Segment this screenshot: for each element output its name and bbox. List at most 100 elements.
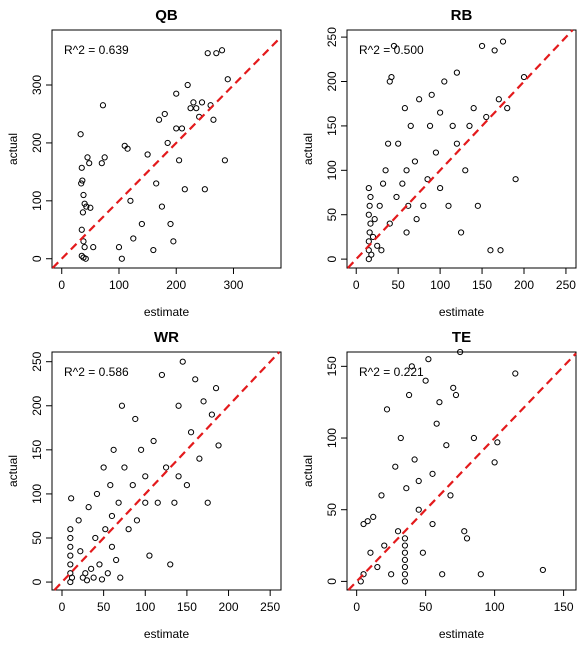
x-tick-label: 150 bbox=[554, 600, 574, 614]
y-tick-label: 50 bbox=[30, 531, 44, 545]
point bbox=[130, 235, 137, 242]
point bbox=[107, 482, 114, 489]
point bbox=[187, 429, 195, 436]
point bbox=[158, 371, 166, 379]
point bbox=[462, 167, 469, 174]
point bbox=[100, 464, 107, 471]
point bbox=[470, 434, 478, 442]
point bbox=[403, 167, 410, 174]
point bbox=[403, 229, 410, 236]
point bbox=[167, 220, 174, 228]
point bbox=[386, 220, 393, 227]
point bbox=[181, 186, 188, 193]
panel-title: TE bbox=[452, 329, 471, 346]
point bbox=[367, 549, 374, 556]
y-tick-label: 250 bbox=[30, 351, 44, 371]
point bbox=[394, 528, 402, 535]
point bbox=[376, 202, 383, 209]
point bbox=[150, 437, 157, 445]
point bbox=[491, 459, 498, 466]
point bbox=[379, 180, 387, 187]
point bbox=[215, 442, 222, 449]
point bbox=[212, 385, 220, 392]
y-tick-label: 300 bbox=[30, 75, 44, 95]
point bbox=[175, 473, 182, 480]
x-tick-label: 0 bbox=[59, 600, 66, 614]
point bbox=[401, 563, 409, 571]
identity-line bbox=[347, 352, 577, 591]
point bbox=[449, 122, 456, 130]
point bbox=[124, 145, 131, 152]
point bbox=[80, 238, 87, 245]
point bbox=[461, 528, 468, 535]
point bbox=[424, 176, 431, 183]
point bbox=[198, 99, 206, 106]
point bbox=[93, 490, 101, 498]
point bbox=[178, 125, 186, 132]
point bbox=[99, 102, 107, 109]
point bbox=[504, 105, 511, 112]
point bbox=[173, 90, 180, 97]
point bbox=[365, 238, 372, 245]
point bbox=[67, 526, 74, 533]
point bbox=[144, 151, 151, 158]
point bbox=[463, 535, 471, 542]
x-tick-label: 0 bbox=[353, 278, 360, 292]
point bbox=[129, 482, 136, 489]
plot-box bbox=[346, 29, 577, 269]
point bbox=[158, 203, 166, 210]
point bbox=[415, 477, 422, 485]
point bbox=[78, 180, 85, 187]
point bbox=[401, 542, 409, 549]
point bbox=[415, 506, 422, 513]
x-tick-label: 50 bbox=[419, 600, 433, 614]
point bbox=[96, 561, 103, 568]
x-tick-label: 50 bbox=[97, 600, 111, 614]
point bbox=[378, 247, 385, 254]
point bbox=[453, 69, 460, 76]
point bbox=[80, 191, 87, 199]
point bbox=[371, 216, 378, 223]
point bbox=[392, 463, 399, 470]
point bbox=[155, 116, 163, 123]
y-tick-label: 200 bbox=[30, 395, 44, 415]
point bbox=[401, 549, 409, 556]
point bbox=[385, 140, 392, 147]
point bbox=[365, 256, 372, 263]
point bbox=[102, 526, 109, 533]
identity-line bbox=[51, 36, 282, 269]
x-tick-label: 100 bbox=[485, 600, 505, 614]
point bbox=[90, 574, 97, 581]
y-axis-label: actual bbox=[6, 455, 20, 487]
x-tick-label: 100 bbox=[430, 278, 450, 292]
y-tick-label: 0 bbox=[325, 255, 339, 262]
point bbox=[170, 238, 177, 245]
point bbox=[81, 244, 88, 251]
point bbox=[357, 578, 364, 585]
point bbox=[86, 160, 93, 167]
x-tick-label: 100 bbox=[135, 600, 155, 614]
point bbox=[108, 512, 116, 520]
point bbox=[167, 561, 174, 568]
point bbox=[183, 482, 191, 489]
point bbox=[447, 492, 454, 499]
point bbox=[201, 186, 208, 193]
point bbox=[164, 139, 171, 147]
point bbox=[367, 220, 374, 227]
point bbox=[146, 552, 153, 559]
point bbox=[67, 534, 74, 542]
point bbox=[68, 495, 75, 502]
y-tick-label: 50 bbox=[325, 208, 339, 222]
point bbox=[125, 526, 132, 533]
point bbox=[422, 377, 429, 384]
point bbox=[366, 202, 373, 209]
point bbox=[512, 176, 519, 183]
point bbox=[429, 470, 436, 477]
point bbox=[365, 211, 372, 218]
point bbox=[113, 556, 120, 564]
point bbox=[426, 122, 434, 130]
point bbox=[98, 576, 106, 583]
point bbox=[425, 356, 432, 363]
point bbox=[173, 125, 180, 132]
x-tick-label: 200 bbox=[166, 278, 186, 292]
